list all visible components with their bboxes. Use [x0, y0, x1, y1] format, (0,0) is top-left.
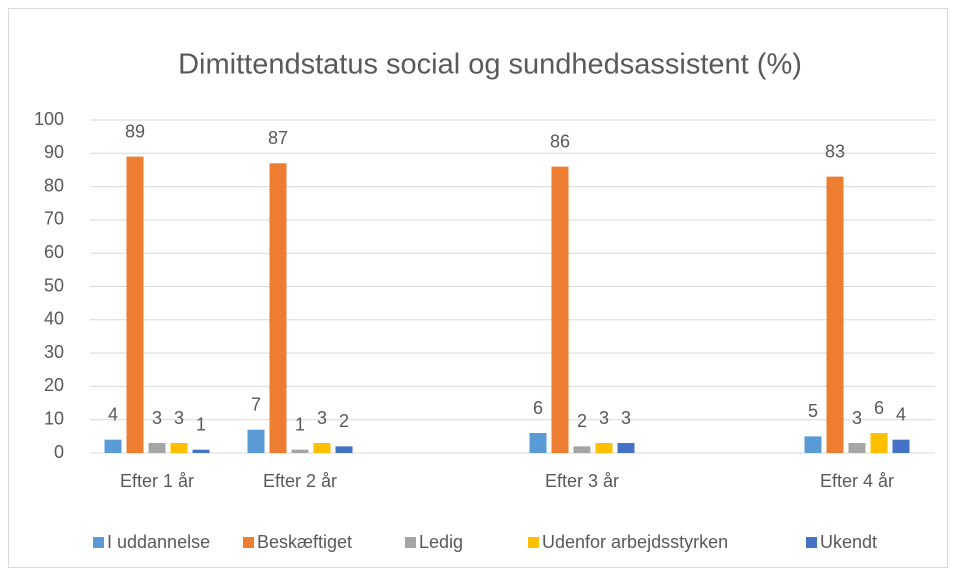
legend-label: I uddannelse: [107, 532, 210, 552]
data-label: 4: [108, 404, 118, 424]
y-tick-label: 30: [44, 342, 64, 362]
y-tick-label: 60: [44, 242, 64, 262]
chart-border: [8, 8, 948, 568]
data-label: 87: [268, 128, 288, 148]
data-label: 3: [174, 408, 184, 428]
bar: [892, 439, 910, 453]
data-label: 2: [577, 411, 587, 431]
legend-label: Ukendt: [820, 532, 877, 552]
bar: [192, 449, 210, 453]
legend-label: Udenfor arbejdsstyrken: [542, 532, 728, 552]
bar: [804, 436, 822, 453]
bar: [551, 166, 569, 453]
data-label: 1: [196, 414, 206, 434]
data-label: 7: [251, 394, 261, 414]
y-tick-label: 70: [44, 209, 64, 229]
legend-swatch: [93, 537, 104, 548]
data-label: 6: [533, 398, 543, 418]
data-label: 4: [896, 404, 906, 424]
bar: [291, 449, 309, 453]
legend-swatch: [806, 537, 817, 548]
data-label: 3: [317, 408, 327, 428]
legend-label: Beskæftiget: [257, 532, 352, 552]
data-label: 3: [621, 408, 631, 428]
bar: [573, 446, 591, 453]
data-label: 2: [339, 411, 349, 431]
y-tick-label: 50: [44, 275, 64, 295]
bar: [148, 443, 166, 453]
data-label: 3: [599, 408, 609, 428]
data-label: 89: [125, 121, 145, 141]
y-tick-label: 10: [44, 408, 64, 428]
bar: [313, 443, 331, 453]
bar: [826, 176, 844, 454]
y-tick-label: 80: [44, 175, 64, 195]
data-label: 1: [295, 414, 305, 434]
bar: [870, 433, 888, 453]
chart-title: Dimittendstatus social og sundhedsassist…: [178, 49, 802, 81]
legend-swatch: [405, 537, 416, 548]
bar: [529, 433, 547, 453]
x-tick-label: Efter 2 år: [263, 471, 337, 491]
y-tick-label: 100: [34, 109, 64, 129]
bar: [335, 446, 353, 453]
data-label: 86: [550, 131, 570, 151]
bar: [170, 443, 188, 453]
legend-swatch: [528, 537, 539, 548]
data-label: 5: [808, 401, 818, 421]
legend-label: Ledig: [419, 532, 463, 552]
bar: [595, 443, 613, 453]
bar: [617, 443, 635, 453]
data-label: 6: [874, 398, 884, 418]
data-label: 3: [152, 408, 162, 428]
bar: [104, 439, 122, 453]
data-label: 83: [825, 141, 845, 161]
bar: [269, 163, 287, 454]
x-tick-label: Efter 4 år: [820, 471, 894, 491]
bar: [126, 156, 144, 453]
bar: [247, 429, 265, 453]
y-tick-label: 40: [44, 309, 64, 329]
y-tick-label: 90: [44, 142, 64, 162]
x-tick-label: Efter 3 år: [545, 471, 619, 491]
data-label: 3: [852, 408, 862, 428]
legend-swatch: [243, 537, 254, 548]
y-tick-label: 0: [54, 442, 64, 462]
y-tick-label: 20: [44, 375, 64, 395]
x-tick-label: Efter 1 år: [120, 471, 194, 491]
bar: [848, 443, 866, 453]
